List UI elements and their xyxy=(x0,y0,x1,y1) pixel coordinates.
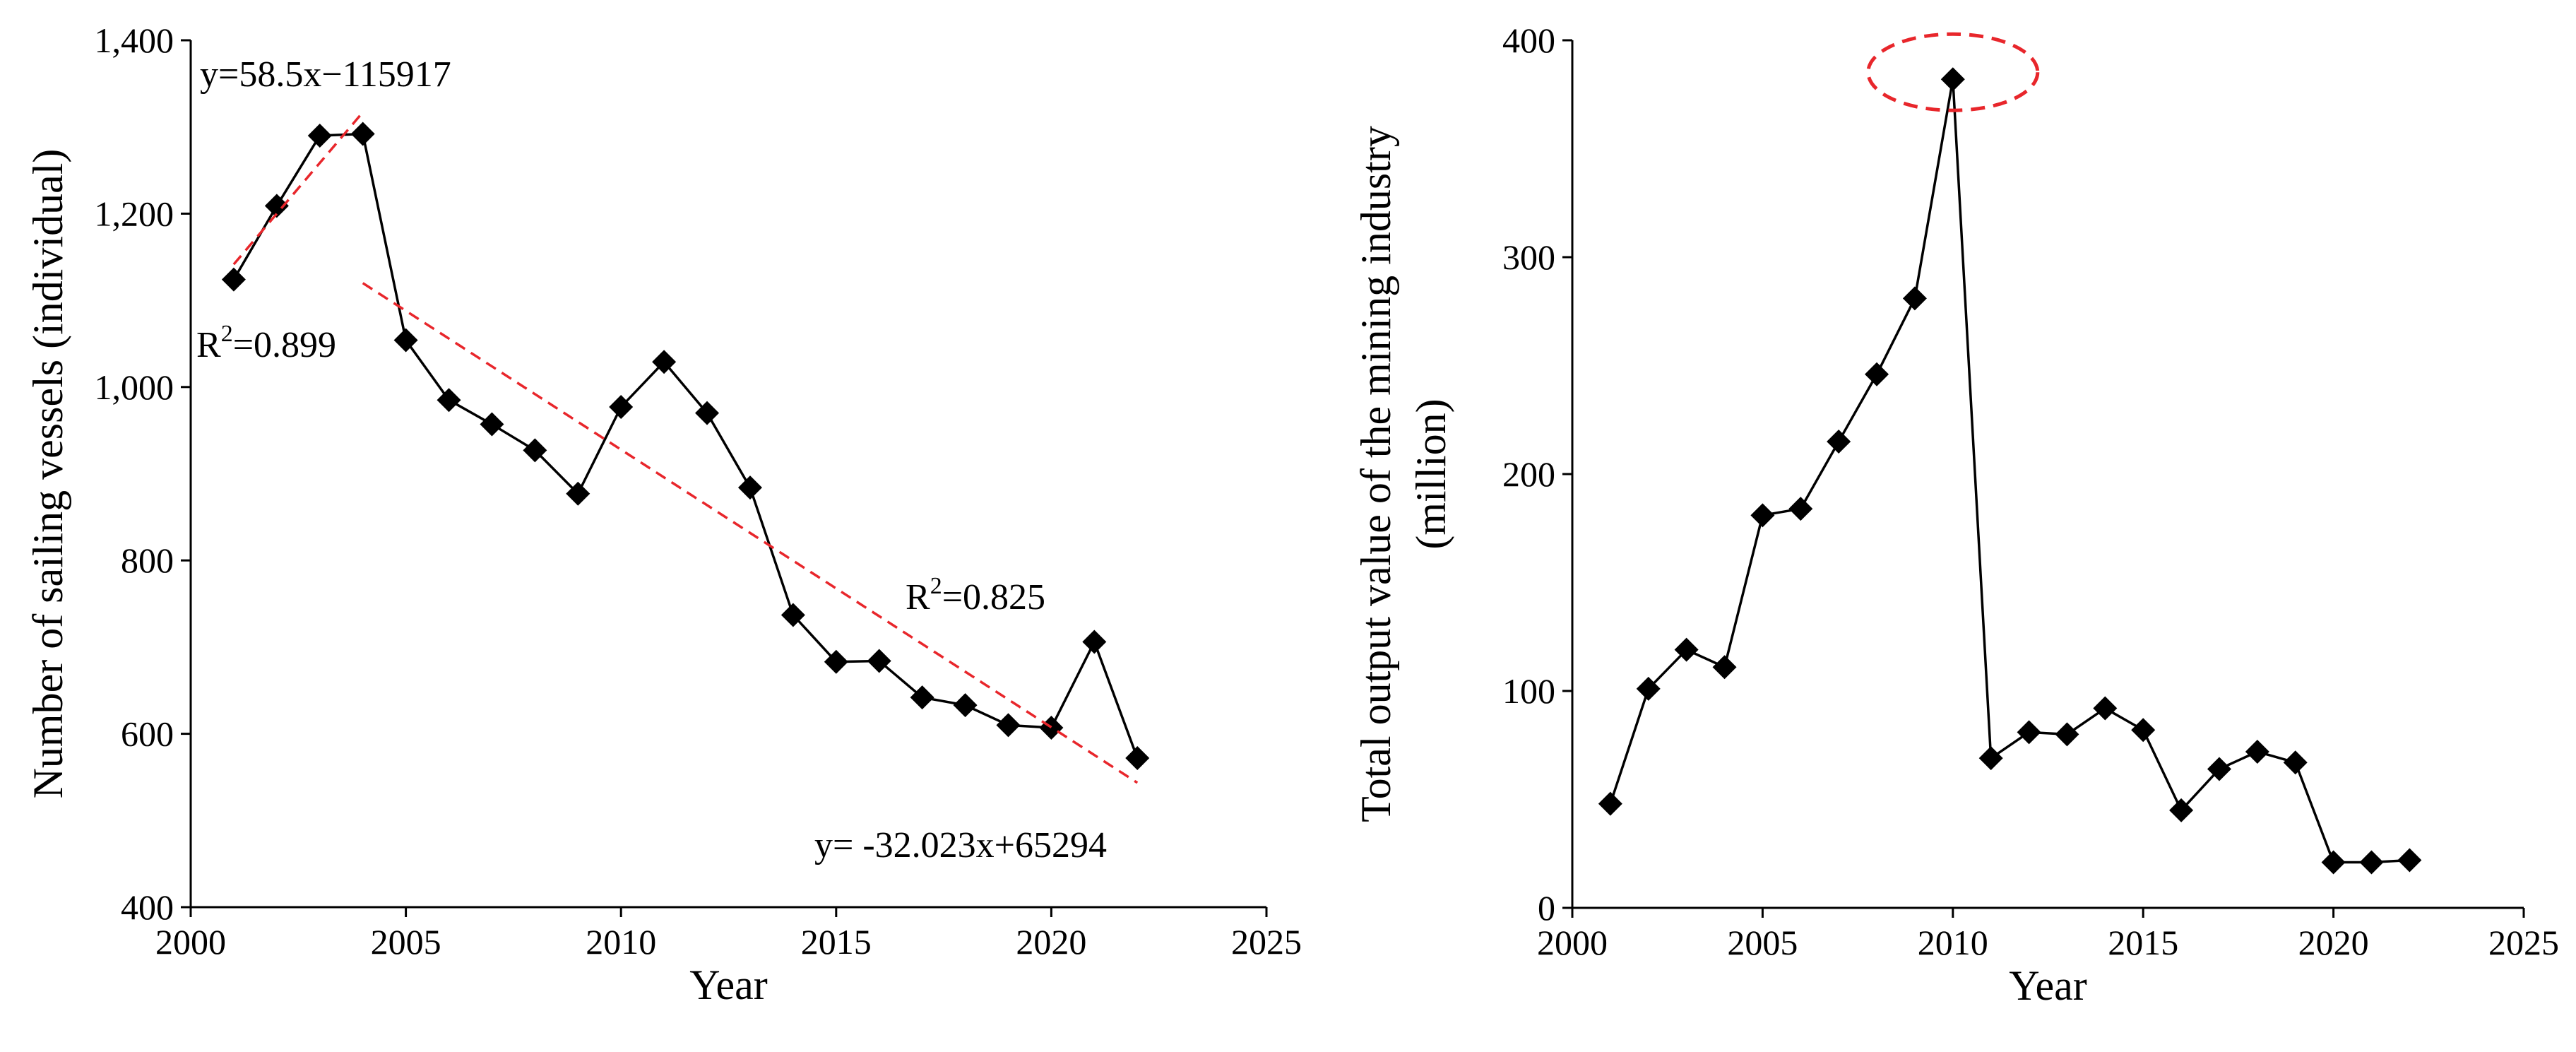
x-tick-label: 2005 xyxy=(371,922,441,962)
y-tick-label: 400 xyxy=(121,887,174,927)
data-point-diamond xyxy=(2017,720,2041,745)
x-tick-label: 2015 xyxy=(2108,923,2178,962)
y-tick-label: 1,000 xyxy=(95,367,174,407)
data-point-diamond xyxy=(1940,67,1965,92)
x-tick-label: 2000 xyxy=(155,922,226,962)
x-tick-label: 2020 xyxy=(1016,922,1086,962)
data-point-diamond xyxy=(1598,791,1622,816)
data-point-diamond xyxy=(1978,746,2003,771)
data-point-diamond xyxy=(221,267,246,292)
data-point-diamond xyxy=(1865,362,1889,386)
data-point-diamond xyxy=(2169,798,2194,822)
r2-prefix: R xyxy=(906,577,930,617)
peak-highlight-ellipse xyxy=(1866,32,2040,112)
series-line xyxy=(232,132,1139,759)
data-point-diamond xyxy=(1712,655,1737,680)
trendline-2-r2: R2=0.825 xyxy=(906,573,1045,617)
data-point-diamond xyxy=(350,122,375,146)
mining-output-chart: 2000 2005 2010 2015 2020 2025 0 100 200 300 400 Yea… xyxy=(1353,20,2559,1009)
y-tick-label: 300 xyxy=(1502,237,1555,277)
data-point-diamond xyxy=(1750,503,1775,528)
data-point-diamond xyxy=(1125,745,1150,770)
y-tick-label: 800 xyxy=(121,540,174,580)
y-tick-label: 100 xyxy=(1502,671,1555,711)
x-tick-label: 2005 xyxy=(1727,923,1798,962)
x-tick-label: 2010 xyxy=(586,922,656,962)
data-point-diamond xyxy=(737,475,762,500)
y-axis-title-line2: (million) xyxy=(1408,398,1454,549)
data-point-diamond xyxy=(1902,286,1927,311)
trendline-2-equation: y= -32.023x+65294 xyxy=(814,825,1107,865)
data-point-diamond xyxy=(780,603,805,627)
trendline-1 xyxy=(232,111,364,266)
data-point-diamond xyxy=(1788,497,1813,521)
data-point-diamond xyxy=(2245,739,2269,764)
y-axis-title-line1: Total output value of the mining industr… xyxy=(1353,126,1399,822)
trendline-1-equation: y=58.5x−115917 xyxy=(200,54,451,95)
x-tick-label: 2020 xyxy=(2298,923,2369,962)
data-point-diamond xyxy=(2321,850,2346,875)
data-point-diamond xyxy=(2055,722,2079,747)
data-point-diamond xyxy=(2397,848,2422,873)
vessels-chart: 2000 2005 2010 2015 2020 2025 400 600 800 1,000 1,… xyxy=(25,20,1302,1008)
data-point-diamond xyxy=(1827,429,1851,454)
data-point-diamond xyxy=(824,649,848,674)
x-tick-label: 2000 xyxy=(1537,923,1608,962)
data-point-diamond xyxy=(1674,637,1699,662)
data-point-diamond xyxy=(480,412,504,437)
r2-superscript: 2 xyxy=(221,321,233,347)
series-line xyxy=(1609,78,2410,864)
data-point-diamond xyxy=(867,649,891,673)
trendline-2 xyxy=(362,282,1139,784)
data-point-diamond xyxy=(2359,850,2384,875)
x-axis-title: Year xyxy=(2009,962,2087,1009)
data-point-diamond xyxy=(1636,676,1661,701)
data-point-diamond xyxy=(437,388,461,413)
y-tick-label: 200 xyxy=(1502,454,1555,494)
data-point-diamond xyxy=(566,481,590,506)
r2-value: =0.899 xyxy=(233,325,336,365)
data-point-diamond xyxy=(2093,696,2118,721)
data-point-diamond xyxy=(609,395,634,420)
y-tick-label: 600 xyxy=(121,714,174,754)
data-point-diamond xyxy=(996,713,1021,738)
data-point-diamond xyxy=(2283,750,2308,775)
y-axis-title: Number of sailing vessels (individual) xyxy=(25,149,71,799)
trendline-1-r2: R2=0.899 xyxy=(196,321,336,365)
y-tick-label: 0 xyxy=(1538,888,1555,928)
data-point-diamond xyxy=(953,693,978,718)
y-tick-label: 400 xyxy=(1502,20,1555,60)
y-tick-label: 1,200 xyxy=(95,194,174,233)
data-point-diamond xyxy=(2131,718,2156,743)
data-point-diamond xyxy=(307,123,332,148)
r2-value: =0.825 xyxy=(942,577,1045,617)
data-point-diamond xyxy=(652,350,677,374)
y-tick-label: 1,400 xyxy=(95,20,174,60)
data-point-diamond xyxy=(393,328,418,353)
x-tick-label: 2015 xyxy=(801,922,872,962)
data-point-diamond xyxy=(1082,630,1107,654)
data-point-diamond xyxy=(910,685,934,710)
x-tick-label: 2025 xyxy=(1231,922,1302,962)
data-point-diamond xyxy=(264,194,289,218)
data-point-diamond xyxy=(2207,757,2231,781)
x-axis-title: Year xyxy=(689,962,768,1008)
x-tick-label: 2025 xyxy=(2488,923,2559,962)
x-tick-label: 2010 xyxy=(1918,923,1988,962)
data-point-diamond xyxy=(523,438,547,463)
r2-prefix: R xyxy=(196,325,221,365)
r2-superscript: 2 xyxy=(930,573,942,599)
data-point-diamond xyxy=(1039,716,1064,740)
data-point-diamond xyxy=(695,401,720,425)
